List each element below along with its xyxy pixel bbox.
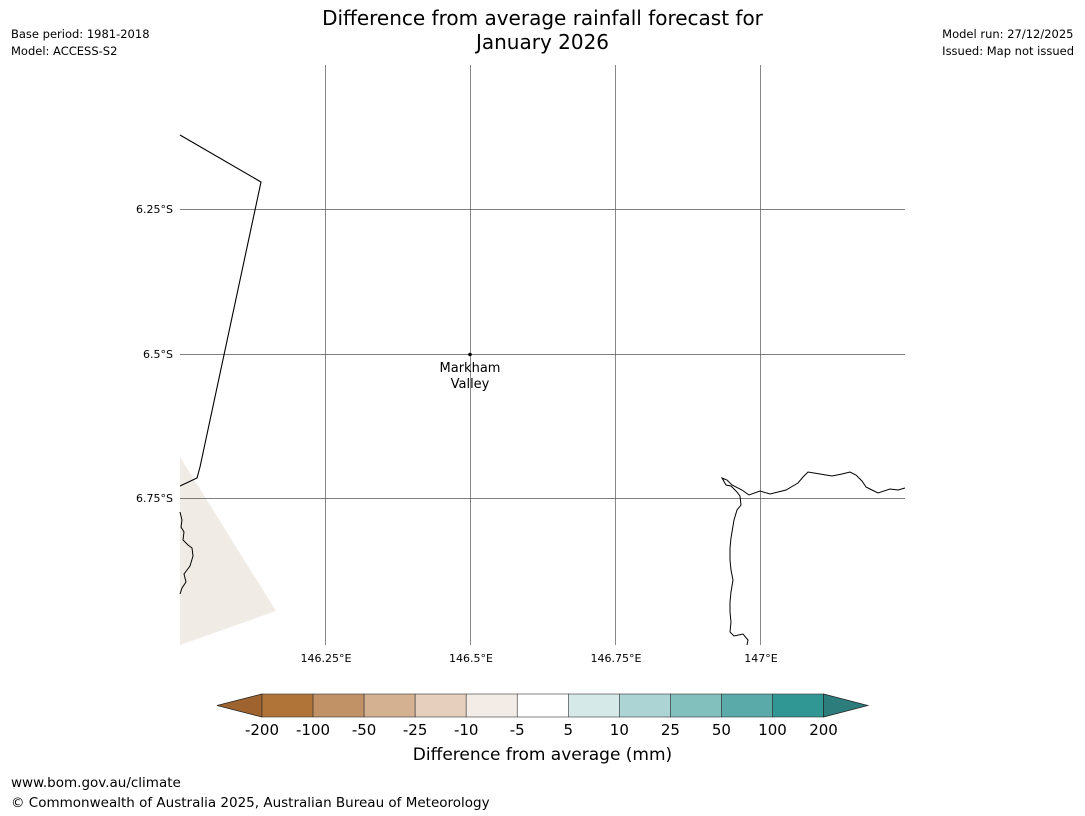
title-line-1: Difference from average rainfall forecas…	[322, 6, 763, 30]
lon-label: 146.5°E	[449, 652, 493, 665]
colorbar-extend-high	[823, 693, 870, 718]
colorbar-tick-label: -10	[454, 721, 479, 739]
colorbar-segment	[721, 693, 773, 718]
land-shading	[180, 457, 276, 645]
place-label-line1: Markham	[440, 361, 501, 376]
colorbar-segment	[619, 693, 671, 718]
model-name: Model: ACCESS-S2	[11, 44, 118, 58]
lon-label: 147°E	[744, 652, 777, 665]
lat-gridlines	[180, 209, 905, 499]
colorbar-tick-label: 100	[758, 721, 787, 739]
lon-label: 146.25°E	[301, 652, 352, 665]
colorbar-segment	[261, 693, 314, 718]
colorbar-tick-label: -5	[510, 721, 525, 739]
footer-copyright: © Commonwealth of Australia 2025, Austra…	[11, 795, 490, 811]
lat-label: 6.25°S	[136, 203, 173, 216]
title-line-2: January 2026	[475, 30, 610, 54]
colorbar-segment	[312, 693, 365, 718]
coastline-left	[179, 511, 194, 595]
footer-url: www.bom.gov.au/climate	[11, 775, 181, 791]
colorbar-tick-label: 10	[610, 721, 629, 739]
lat-label: 6.5°S	[143, 348, 173, 361]
colorbar-tick-label: -25	[403, 721, 428, 739]
colorbar-title: Difference from average (mm)	[412, 745, 673, 765]
colorbar-extend-low	[216, 693, 263, 718]
colorbar-tick-label: 5	[564, 721, 574, 739]
colorbar-segment	[414, 693, 467, 718]
model-run: Model run: 27/12/2025	[942, 27, 1074, 41]
lon-gridlines	[325, 65, 761, 645]
coastline-right	[720, 471, 906, 646]
lat-label: 6.75°S	[136, 492, 173, 505]
colorbar-segment	[772, 693, 824, 718]
colorbar-tick-label: 25	[661, 721, 680, 739]
meta-right: Model run: 27/12/2025 Issued: Map not is…	[942, 26, 1074, 60]
colorbar-segment	[363, 693, 416, 718]
colorbar-tick-label: 50	[712, 721, 731, 739]
colorbar-tick-label: -200	[245, 721, 279, 739]
base-period: Base period: 1981-2018	[11, 27, 150, 41]
colorbar-tick-label: -100	[296, 721, 330, 739]
colorbar-segment	[670, 693, 722, 718]
colorbar-segment	[567, 693, 620, 718]
map-title: Difference from average rainfall forecas…	[0, 6, 1085, 54]
colorbar-segment	[465, 693, 518, 718]
meta-left: Base period: 1981-2018 Model: ACCESS-S2	[11, 26, 150, 60]
issued-status: Issued: Map not issued	[942, 44, 1074, 58]
border-line	[179, 134, 262, 487]
colorbar: -200 -100 -50 -25 -10 -5 5 10 25 50 100 200	[216, 693, 870, 739]
lon-label: 146.75°E	[591, 652, 642, 665]
colorbar-tick-label: -50	[352, 721, 377, 739]
place-label-line2: Valley	[451, 377, 490, 392]
colorbar-tick-label: 200	[809, 721, 838, 739]
place-marker	[468, 352, 472, 357]
colorbar-segment	[516, 693, 569, 718]
